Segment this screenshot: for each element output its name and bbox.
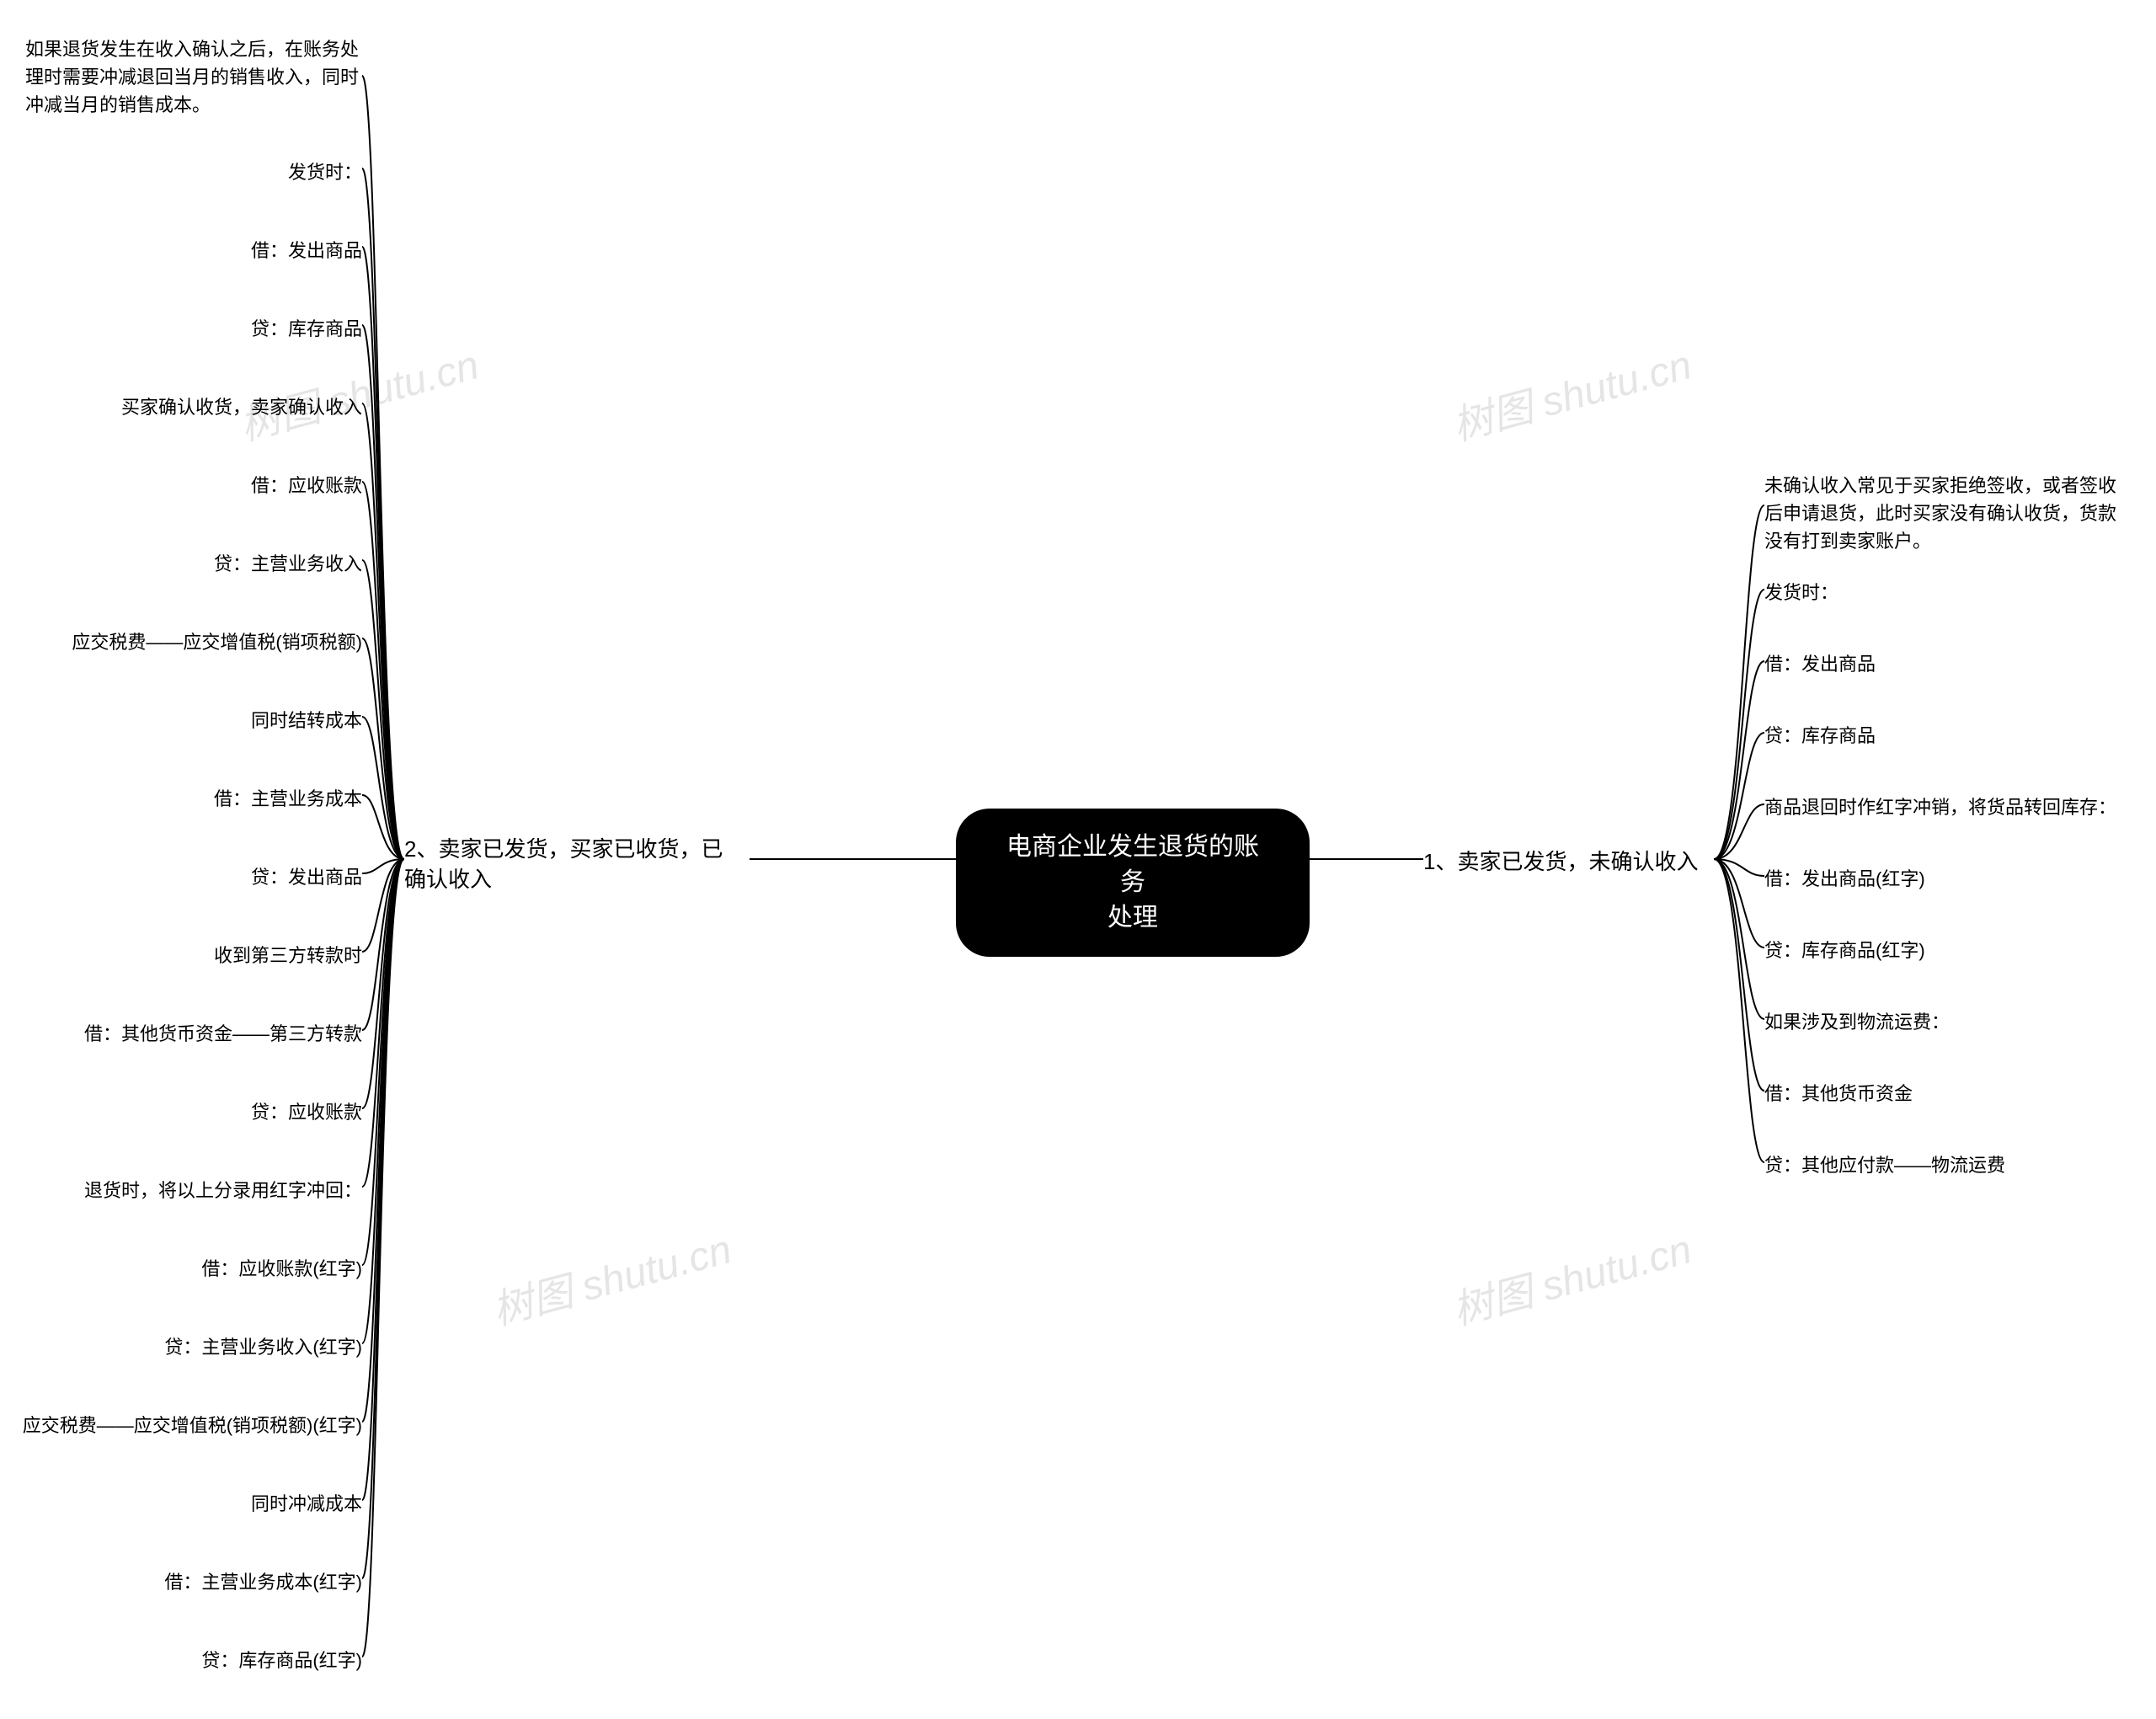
left-leaf-3: 贷：库存商品 — [251, 315, 362, 343]
watermark-1: 树图 shutu.cn — [232, 332, 484, 452]
left-leaf-9: 借：主营业务成本 — [214, 785, 362, 813]
left-leaf-15: 借：应收账款(红字) — [201, 1255, 362, 1283]
root-node: 电商企业发生退货的账务 处理 — [956, 809, 1310, 957]
left-branch-line2: 确认收入 — [404, 867, 492, 892]
left-leaf-4: 买家确认收货，卖家确认收入 — [121, 393, 362, 421]
left-leaf-19: 借：主营业务成本(红字) — [164, 1568, 362, 1596]
left-leaf-17: 应交税费——应交增值税(销项税额)(红字) — [23, 1412, 362, 1439]
root-title-line2: 处理 — [1107, 904, 1158, 932]
left-leaf-14: 退货时，将以上分录用红字冲回： — [84, 1177, 362, 1204]
right-leaf-5: 借：发出商品(红字) — [1764, 865, 1925, 893]
right-leaf-1: 发货时： — [1764, 579, 1838, 606]
left-leaf-7: 应交税费——应交增值税(销项税额) — [72, 628, 362, 656]
left-branch-label: 2、卖家已发货，买家已收货，已 确认收入 — [404, 834, 750, 895]
right-branch-label: 1、卖家已发货，未确认收入 — [1423, 846, 1698, 877]
right-leaf-6: 贷：库存商品(红字) — [1764, 937, 1925, 964]
left-leaf-0: 如果退货发生在收入确认之后，在账务处理时需要冲减退回当月的销售收入，同时冲减当月… — [25, 35, 362, 119]
left-leaf-1: 发货时： — [288, 158, 362, 186]
right-leaf-9: 贷：其他应付款——物流运费 — [1764, 1151, 2005, 1179]
left-leaf-18: 同时冲减成本 — [251, 1490, 362, 1518]
left-leaf-10: 贷：发出商品 — [251, 863, 362, 891]
left-leaf-8: 同时结转成本 — [251, 707, 362, 734]
left-leaf-20: 贷：库存商品(红字) — [201, 1647, 362, 1674]
left-leaf-12: 借：其他货币资金——第三方转款 — [84, 1020, 362, 1048]
right-leaf-4: 商品退回时作红字冲销，将货品转回库存： — [1764, 793, 2116, 821]
root-title-line1: 电商企业发生退货的账务 — [1006, 833, 1259, 896]
left-leaf-5: 借：应收账款 — [251, 472, 362, 499]
right-leaf-8: 借：其他货币资金 — [1764, 1080, 1913, 1108]
right-leaf-2: 借：发出商品 — [1764, 650, 1876, 678]
left-leaf-6: 贷：主营业务收入 — [214, 550, 362, 578]
right-leaf-7: 如果涉及到物流运费： — [1764, 1008, 1950, 1036]
watermark-2: 树图 shutu.cn — [1445, 332, 1697, 452]
left-leaf-2: 借：发出商品 — [251, 237, 362, 264]
right-leaf-0: 未确认收入常见于买家拒绝签收，或者签收后申请退货，此时买家没有确认收货，货款没有… — [1764, 472, 2127, 555]
right-leaf-3: 贷：库存商品 — [1764, 722, 1876, 750]
left-leaf-16: 贷：主营业务收入(红字) — [164, 1333, 362, 1361]
left-branch-line1: 2、卖家已发货，买家已收货，已 — [404, 836, 723, 862]
left-leaf-11: 收到第三方转款时 — [214, 942, 362, 969]
watermark-3: 树图 shutu.cn — [485, 1216, 737, 1337]
watermark-4: 树图 shutu.cn — [1445, 1216, 1697, 1337]
left-leaf-13: 贷：应收账款 — [251, 1098, 362, 1126]
